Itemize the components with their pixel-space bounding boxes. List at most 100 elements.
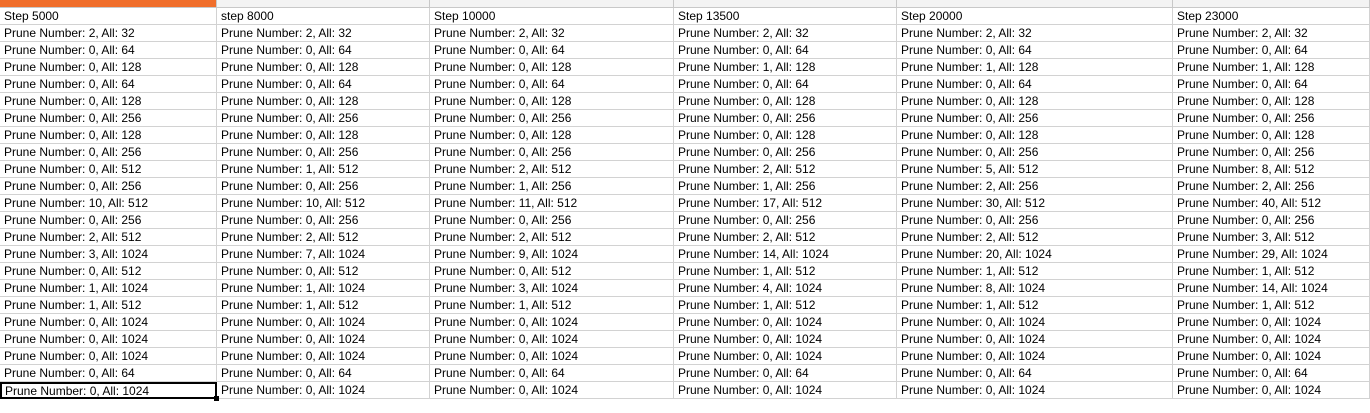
- table-cell[interactable]: Prune Number: 0, All: 512: [430, 263, 674, 280]
- table-cell[interactable]: Prune Number: 2, All: 512: [430, 229, 674, 246]
- table-cell[interactable]: Prune Number: 3, All: 512: [1173, 229, 1370, 246]
- table-cell[interactable]: Prune Number: 2, All: 256: [1173, 178, 1370, 195]
- column-title-cell[interactable]: Step 10000: [430, 8, 674, 25]
- table-cell[interactable]: Prune Number: 0, All: 1024: [674, 314, 897, 331]
- table-cell[interactable]: Prune Number: 9, All: 1024: [430, 246, 674, 263]
- table-cell[interactable]: Prune Number: 8, All: 512: [1173, 161, 1370, 178]
- table-cell[interactable]: Prune Number: 0, All: 1024: [897, 314, 1173, 331]
- table-cell[interactable]: Prune Number: 7, All: 1024: [217, 246, 430, 263]
- table-cell[interactable]: Prune Number: 3, All: 1024: [430, 280, 674, 297]
- table-cell[interactable]: Prune Number: 0, All: 512: [0, 263, 217, 280]
- table-cell[interactable]: Prune Number: 0, All: 1024: [430, 348, 674, 365]
- table-cell[interactable]: Prune Number: 29, All: 1024: [1173, 246, 1370, 263]
- table-cell[interactable]: Prune Number: 0, All: 64: [897, 365, 1173, 382]
- table-cell[interactable]: Prune Number: 2, All: 512: [674, 161, 897, 178]
- table-cell[interactable]: Prune Number: 0, All: 64: [897, 76, 1173, 93]
- table-cell[interactable]: Prune Number: 1, All: 512: [674, 297, 897, 314]
- table-cell[interactable]: Prune Number: 0, All: 512: [217, 263, 430, 280]
- table-cell[interactable]: Prune Number: 0, All: 128: [217, 127, 430, 144]
- table-cell[interactable]: Prune Number: 0, All: 64: [0, 365, 217, 382]
- column-header-e[interactable]: [897, 0, 1173, 7]
- table-cell[interactable]: Prune Number: 1, All: 512: [0, 297, 217, 314]
- table-cell[interactable]: Prune Number: 14, All: 1024: [674, 246, 897, 263]
- table-cell[interactable]: Prune Number: 2, All: 32: [1173, 25, 1370, 42]
- table-cell[interactable]: Prune Number: 0, All: 1024: [0, 348, 217, 365]
- table-cell[interactable]: Prune Number: 17, All: 512: [674, 195, 897, 212]
- table-cell[interactable]: Prune Number: 0, All: 128: [897, 93, 1173, 110]
- table-cell[interactable]: Prune Number: 0, All: 256: [0, 212, 217, 229]
- table-cell[interactable]: Prune Number: 0, All: 1024: [217, 331, 430, 348]
- table-cell[interactable]: Prune Number: 0, All: 64: [217, 76, 430, 93]
- column-title-cell[interactable]: Step 5000: [0, 8, 217, 25]
- table-cell[interactable]: Prune Number: 1, All: 256: [430, 178, 674, 195]
- column-title-cell[interactable]: step 8000: [217, 8, 430, 25]
- table-cell[interactable]: Prune Number: 2, All: 512: [897, 229, 1173, 246]
- column-title-cell[interactable]: Step 23000: [1173, 8, 1370, 25]
- table-cell[interactable]: Prune Number: 0, All: 64: [0, 76, 217, 93]
- table-cell[interactable]: Prune Number: 1, All: 512: [1173, 263, 1370, 280]
- column-header-b[interactable]: [217, 0, 430, 7]
- table-cell[interactable]: Prune Number: 0, All: 256: [674, 110, 897, 127]
- table-cell[interactable]: Prune Number: 0, All: 128: [674, 127, 897, 144]
- table-cell[interactable]: Prune Number: 0, All: 128: [430, 93, 674, 110]
- table-cell[interactable]: Prune Number: 0, All: 1024: [897, 331, 1173, 348]
- table-cell[interactable]: Prune Number: 0, All: 1024: [430, 314, 674, 331]
- table-cell[interactable]: Prune Number: 14, All: 1024: [1173, 280, 1370, 297]
- table-cell[interactable]: Prune Number: 40, All: 512: [1173, 195, 1370, 212]
- table-cell[interactable]: Prune Number: 0, All: 1024: [430, 382, 674, 399]
- table-cell[interactable]: Prune Number: 0, All: 64: [430, 42, 674, 59]
- table-cell[interactable]: Prune Number: 0, All: 1024: [217, 348, 430, 365]
- table-cell[interactable]: Prune Number: 0, All: 128: [1173, 127, 1370, 144]
- table-cell[interactable]: Prune Number: 0, All: 128: [217, 59, 430, 76]
- table-cell[interactable]: Prune Number: 0, All: 64: [674, 76, 897, 93]
- table-cell[interactable]: Prune Number: 2, All: 512: [430, 161, 674, 178]
- table-cell[interactable]: Prune Number: 0, All: 1024: [674, 348, 897, 365]
- column-header-c[interactable]: [430, 0, 674, 7]
- table-cell[interactable]: Prune Number: 0, All: 64: [897, 42, 1173, 59]
- table-cell[interactable]: Prune Number: 0, All: 128: [1173, 93, 1370, 110]
- table-cell[interactable]: Prune Number: 2, All: 512: [0, 229, 217, 246]
- table-cell[interactable]: Prune Number: 0, All: 1024: [1173, 314, 1370, 331]
- table-cell[interactable]: Prune Number: 0, All: 256: [217, 212, 430, 229]
- table-cell[interactable]: Prune Number: 0, All: 64: [217, 365, 430, 382]
- table-cell[interactable]: Prune Number: 0, All: 64: [0, 42, 217, 59]
- table-cell[interactable]: Prune Number: 2, All: 256: [897, 178, 1173, 195]
- table-cell[interactable]: Prune Number: 0, All: 64: [1173, 42, 1370, 59]
- table-cell[interactable]: Prune Number: 1, All: 1024: [0, 280, 217, 297]
- column-header-d[interactable]: [674, 0, 897, 7]
- column-title-cell[interactable]: Step 20000: [897, 8, 1173, 25]
- table-cell[interactable]: Prune Number: 1, All: 256: [674, 178, 897, 195]
- table-cell[interactable]: Prune Number: 1, All: 512: [674, 263, 897, 280]
- table-cell[interactable]: Prune Number: 0, All: 128: [217, 93, 430, 110]
- table-cell[interactable]: Prune Number: 1, All: 128: [1173, 59, 1370, 76]
- table-cell[interactable]: Prune Number: 0, All: 1024: [0, 331, 217, 348]
- table-cell[interactable]: Prune Number: 0, All: 1024: [1173, 348, 1370, 365]
- table-cell[interactable]: Prune Number: 0, All: 64: [430, 365, 674, 382]
- table-cell[interactable]: Prune Number: 1, All: 128: [674, 59, 897, 76]
- table-cell[interactable]: Prune Number: 0, All: 1024: [897, 348, 1173, 365]
- table-cell[interactable]: Prune Number: 0, All: 128: [897, 127, 1173, 144]
- table-cell[interactable]: Prune Number: 0, All: 128: [430, 59, 674, 76]
- table-cell[interactable]: Prune Number: 1, All: 512: [217, 161, 430, 178]
- table-cell[interactable]: Prune Number: 1, All: 512: [430, 297, 674, 314]
- table-cell[interactable]: Prune Number: 0, All: 256: [430, 144, 674, 161]
- table-cell[interactable]: Prune Number: 0, All: 128: [674, 93, 897, 110]
- table-cell[interactable]: Prune Number: 0, All: 1024: [0, 314, 217, 331]
- table-cell[interactable]: Prune Number: 1, All: 512: [217, 297, 430, 314]
- table-cell[interactable]: Prune Number: 0, All: 256: [1173, 144, 1370, 161]
- table-cell[interactable]: Prune Number: 0, All: 512: [0, 161, 217, 178]
- table-cell[interactable]: Prune Number: 20, All: 1024: [897, 246, 1173, 263]
- table-cell[interactable]: Prune Number: 11, All: 512: [430, 195, 674, 212]
- table-cell[interactable]: Prune Number: 0, All: 256: [1173, 110, 1370, 127]
- table-cell[interactable]: Prune Number: 0, All: 256: [217, 178, 430, 195]
- table-cell[interactable]: Prune Number: 0, All: 256: [0, 144, 217, 161]
- table-cell[interactable]: Prune Number: 0, All: 256: [430, 110, 674, 127]
- table-cell[interactable]: Prune Number: 0, All: 256: [0, 178, 217, 195]
- table-cell[interactable]: Prune Number: 1, All: 512: [897, 297, 1173, 314]
- table-cell[interactable]: Prune Number: 0, All: 256: [1173, 212, 1370, 229]
- table-cell[interactable]: Prune Number: 1, All: 512: [1173, 297, 1370, 314]
- table-cell[interactable]: Prune Number: 3, All: 1024: [0, 246, 217, 263]
- table-cell[interactable]: Prune Number: 1, All: 128: [897, 59, 1173, 76]
- table-cell[interactable]: Prune Number: 10, All: 512: [0, 195, 217, 212]
- table-cell[interactable]: Prune Number: 0, All: 64: [674, 365, 897, 382]
